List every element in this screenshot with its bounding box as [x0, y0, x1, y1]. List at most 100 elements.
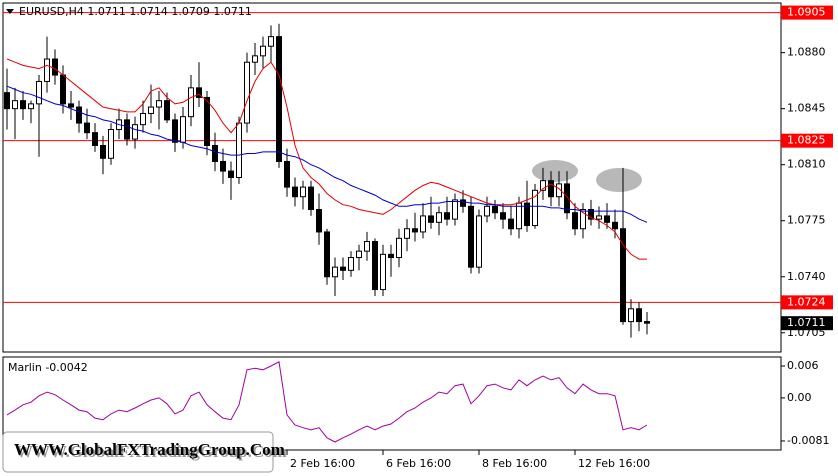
candle-body	[588, 209, 594, 220]
candle-body	[428, 215, 434, 223]
candle-body	[596, 215, 602, 220]
candle-body	[540, 180, 546, 191]
x-tick-label: 2 Feb 16:00	[290, 457, 355, 470]
x-tick-label: 8 Feb 16:00	[482, 457, 547, 470]
watermark-shadow: WWW.GlobalFXTradingGroup.Com	[16, 442, 287, 461]
indicator-frame	[2, 356, 782, 451]
level-box	[781, 295, 833, 310]
candle-body	[476, 215, 482, 268]
candle-body	[108, 128, 114, 159]
candle-body	[268, 36, 274, 47]
candle-body	[140, 112, 146, 126]
candle-body	[484, 205, 490, 217]
candle-body	[124, 119, 130, 140]
candle-body	[372, 241, 378, 291]
candle-body	[148, 106, 154, 114]
candle-body	[364, 241, 370, 252]
candle-body	[196, 87, 202, 98]
level-label: 1.0724	[787, 295, 826, 308]
candle-body	[380, 253, 386, 291]
candle-body	[20, 100, 26, 110]
candle-body	[340, 266, 346, 271]
candle-body	[260, 45, 266, 57]
candle-body	[164, 100, 170, 121]
candle-body	[4, 92, 10, 110]
candle-body	[356, 250, 362, 259]
candle-body	[468, 205, 474, 268]
candle-body	[220, 160, 226, 172]
candle-body	[204, 96, 210, 146]
candle-body	[100, 144, 106, 159]
candle-body	[604, 215, 610, 223]
candle-body	[284, 160, 290, 188]
candle-body	[436, 212, 442, 223]
candle-body	[316, 209, 322, 233]
candle-body	[644, 321, 650, 324]
y-tick-label: 1.0845	[787, 102, 826, 115]
candle-body	[76, 106, 82, 124]
candle-body	[636, 308, 642, 323]
candle-body	[28, 103, 34, 110]
candle-body	[228, 170, 234, 178]
candle-body	[460, 199, 466, 207]
candle-body	[500, 212, 506, 220]
candle-body	[68, 103, 74, 108]
candle-body	[516, 202, 522, 230]
candle-body	[12, 100, 18, 110]
level-box	[781, 133, 833, 148]
watermark: WWW.GlobalFXTradingGroup.Com WWW.GlobalF…	[2, 431, 287, 473]
candle-body	[236, 122, 242, 179]
candle-body	[524, 202, 530, 227]
candle-body	[492, 205, 498, 214]
x-tick-label: 12 Feb 16:00	[578, 457, 650, 470]
candle-body	[84, 122, 90, 134]
candle-body	[332, 266, 338, 278]
candle-body	[612, 221, 618, 230]
candle-body	[36, 80, 42, 105]
highlight	[532, 160, 578, 182]
candle-body	[52, 58, 58, 76]
candle-body	[556, 183, 562, 198]
ma-line	[6, 85, 648, 223]
candle-body	[508, 218, 514, 230]
candle-body	[324, 231, 330, 278]
y-tick-label: 1.0810	[787, 158, 826, 171]
candle-body	[44, 58, 50, 82]
level-box	[781, 5, 833, 20]
highlight	[596, 168, 642, 192]
x-tick-label: 6 Feb 16:00	[386, 457, 451, 470]
candle-body	[452, 199, 458, 220]
chart-title: EURUSD,H4 1.0711 1.0714 1.0709 1.0711	[19, 5, 252, 18]
candle-body	[444, 212, 450, 220]
y-tick-label: 1.0880	[787, 46, 826, 59]
indicator-title: Marlin -0.0042	[8, 361, 88, 374]
candle-body	[60, 74, 66, 105]
candle-body	[172, 119, 178, 143]
y-tick-label: 0.006	[787, 359, 819, 372]
candle-body	[300, 186, 306, 198]
candle-body	[276, 36, 282, 162]
y-tick-label: 0.00	[787, 391, 812, 404]
candle-body	[532, 189, 538, 227]
candle-body	[388, 253, 394, 259]
y-tick-label: -0.0081	[787, 434, 829, 447]
candle-body	[252, 55, 258, 63]
y-tick-label: 1.0740	[787, 270, 826, 283]
candle-body	[572, 212, 578, 230]
candle-body	[92, 132, 98, 146]
candle-body	[548, 180, 554, 198]
candle-body	[180, 116, 186, 143]
y-tick-label: 1.0775	[787, 214, 826, 227]
candle-body	[132, 124, 138, 140]
indicator-line	[6, 361, 648, 443]
candle-body	[396, 237, 402, 259]
candle-body	[620, 228, 626, 323]
last-price-label: 1.0711	[787, 316, 826, 329]
candle-body	[412, 228, 418, 233]
watermark-box	[2, 431, 274, 473]
candle-body	[580, 209, 586, 230]
main-frame	[2, 2, 782, 353]
last-price-box	[781, 316, 833, 331]
candle-body	[212, 144, 218, 162]
